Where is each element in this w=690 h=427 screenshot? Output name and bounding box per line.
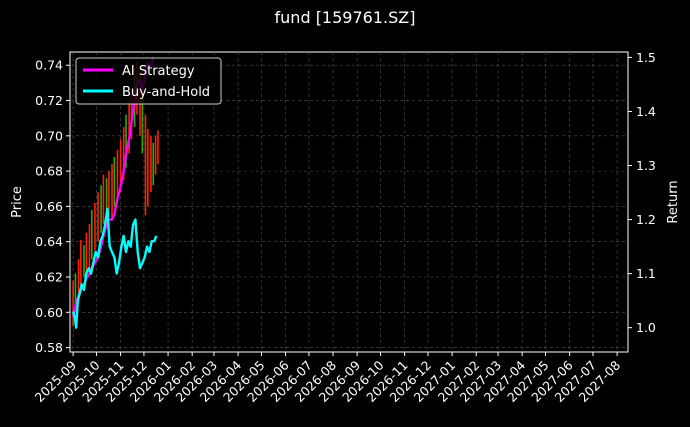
y-tick-label-left: 0.58 <box>35 340 63 355</box>
y-tick-label-left: 0.60 <box>35 305 63 320</box>
series-line-buy-and-hold <box>71 207 158 329</box>
y-axis-label-left: Price <box>10 186 25 218</box>
y-tick-label-right: 1.2 <box>636 212 656 227</box>
chart-title: fund [159761.SZ] <box>275 8 416 27</box>
legend: AI Strategy Buy-and-Hold <box>75 57 222 105</box>
y-tick-label-right: 1.1 <box>636 266 656 281</box>
y-tick-label-left: 0.64 <box>35 234 63 249</box>
y-tick-label-left: 0.72 <box>35 93 63 108</box>
y-tick-label-right: 1.0 <box>636 320 656 335</box>
legend-label-buy-and-hold: Buy-and-Hold <box>122 85 210 100</box>
x-axis: 2025-092025-102025-112025-122026-012026-… <box>32 352 623 405</box>
y-tick-label-left: 0.74 <box>35 58 63 73</box>
y-tick-label-left: 0.66 <box>35 199 63 214</box>
y-axis-label-right: Return <box>666 180 681 223</box>
y-axis-left: 0.58 0.60 0.62 0.64 0.66 0.68 0.70 0.72 0.74 <box>35 58 70 355</box>
y-tick-label-right: 1.3 <box>636 158 656 173</box>
y-tick-label-left: 0.62 <box>35 270 63 285</box>
y-tick-label-left: 0.70 <box>35 128 63 143</box>
y-tick-label-right: 1.4 <box>636 104 656 119</box>
y-tick-label-right: 1.5 <box>636 50 656 65</box>
y-tick-label-left: 0.68 <box>35 164 63 179</box>
legend-label-ai-strategy: AI Strategy <box>122 64 195 79</box>
y-axis-right: 1.0 1.1 1.2 1.3 1.4 1.5 <box>628 50 656 335</box>
